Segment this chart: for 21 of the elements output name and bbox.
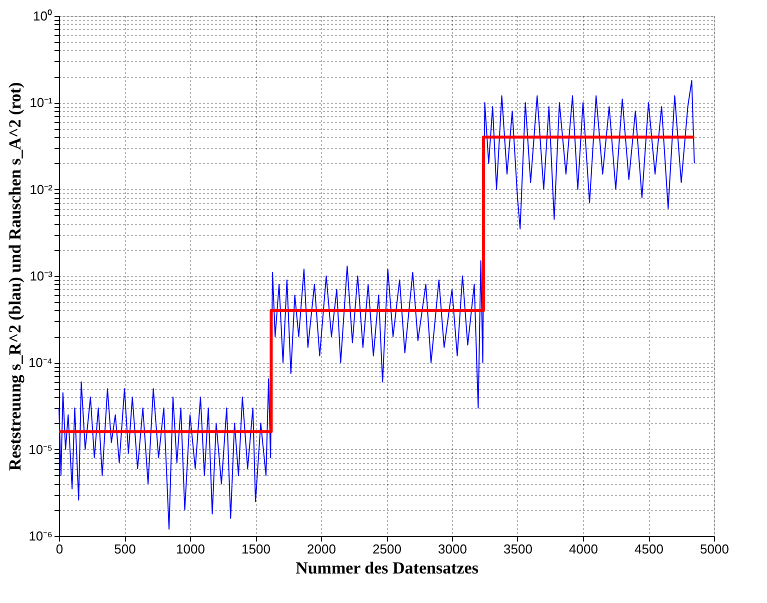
x-tick-label: 4000: [569, 542, 598, 556]
y-axis-title: Reststreuung s_R^2 (blau) und Rauschen s_A^2 (rot): [5, 82, 24, 471]
y-tick-label: 10⁻⁵: [28, 442, 52, 457]
x-tick-label: 5000: [700, 542, 729, 556]
x-tick-label: 3000: [438, 542, 467, 556]
line-series: [58, 80, 695, 530]
x-tick-label: 1500: [242, 542, 270, 556]
x-tick-label: 0: [56, 542, 64, 556]
x-tick-label: 500: [114, 542, 136, 556]
x-tick-label: 2000: [307, 542, 336, 556]
y-tick-label: 10⁻³: [30, 268, 54, 284]
x-axis-title: Nummer des Datensatzes: [296, 558, 479, 578]
y-tick-label: 10⁻⁴: [28, 355, 52, 370]
y-tick-label: 10⁻⁶: [28, 528, 52, 544]
y-tick-label: 10⁻²: [30, 182, 54, 197]
y-tick-label: 10⁰: [33, 8, 52, 24]
y-tick-label: 10⁻¹: [30, 95, 54, 110]
x-tick-label: 1000: [176, 542, 205, 556]
x-tick-label: 4500: [634, 542, 664, 556]
x-tick-label: 2500: [372, 542, 402, 556]
x-tick-label: 3500: [504, 542, 532, 556]
